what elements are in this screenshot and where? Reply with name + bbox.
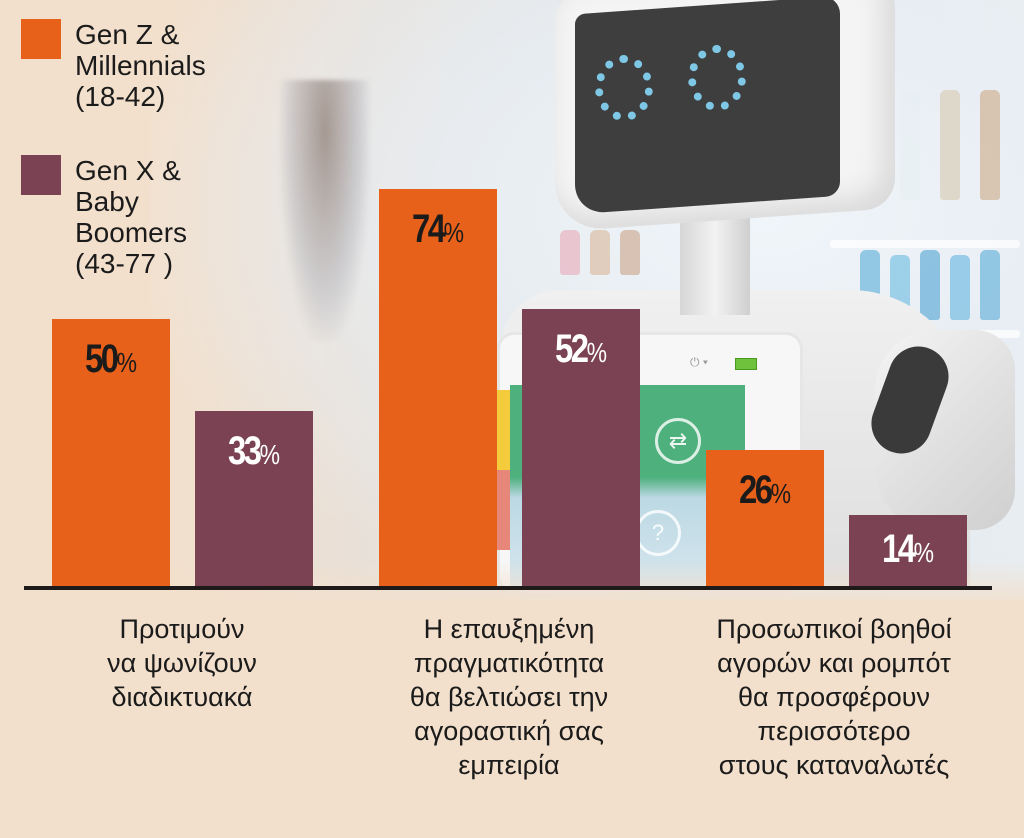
bar-genx-online-shopping: 33% [195, 411, 313, 588]
bottle [920, 250, 940, 320]
bottle [620, 230, 640, 275]
x-axis-baseline [24, 586, 992, 590]
legend-item-genx: Gen X & Baby Boomers (43-77 ) [21, 155, 187, 279]
bottle [940, 90, 960, 200]
bar-genz-augmented-reality: 74% [379, 189, 497, 588]
robot-neck [680, 205, 750, 315]
directions-icon: ⇄ [655, 418, 701, 464]
bottle [560, 230, 580, 275]
tablet-status-icons: ⏻ ▾ [690, 355, 708, 369]
bar-value-label: 26% [739, 468, 791, 512]
shelf [830, 240, 1020, 248]
bar-genx-augmented-reality: 52% [522, 309, 640, 588]
bar-value-label: 33% [228, 429, 280, 473]
bar-value-label: 14% [882, 527, 934, 571]
legend-swatch-orange [21, 19, 61, 59]
robot-eye-left-icon [595, 55, 653, 121]
legend-label: Gen Z & Millennials (18-42) [75, 19, 206, 112]
background-fade [0, 560, 1024, 838]
legend-swatch-purple [21, 155, 61, 195]
category-label-robot-assistants: Προσωπικοί βοηθοί αγορών και ρομπότ θα π… [716, 614, 952, 780]
robot-eye-right-icon [688, 45, 746, 111]
legend-label: Gen X & Baby Boomers (43-77 ) [75, 155, 188, 279]
bar-genz-robot-assistants: 26% [706, 450, 824, 588]
bar-value-label: 74% [412, 207, 464, 251]
battery-icon [735, 358, 757, 370]
bottle [980, 90, 1000, 200]
category-label-online-shopping: Προτιμούν να ψωνίζουν διαδικτυακά [107, 614, 257, 712]
shopper-figure [280, 80, 370, 340]
category-label-augmented-reality: Η επαυξημένη πραγματικότητα θα βελτιώσει… [409, 614, 609, 780]
bottle [900, 90, 920, 200]
bottle [980, 250, 1000, 320]
legend-item-genz: Gen Z & Millennials (18-42) [21, 19, 206, 112]
bottle [590, 230, 610, 275]
bar-genz-online-shopping: 50% [52, 319, 170, 588]
bar-value-label: 50% [85, 337, 137, 381]
bar-value-label: 52% [555, 327, 607, 371]
bottle [950, 255, 970, 320]
bar-genx-robot-assistants: 14% [849, 515, 967, 588]
